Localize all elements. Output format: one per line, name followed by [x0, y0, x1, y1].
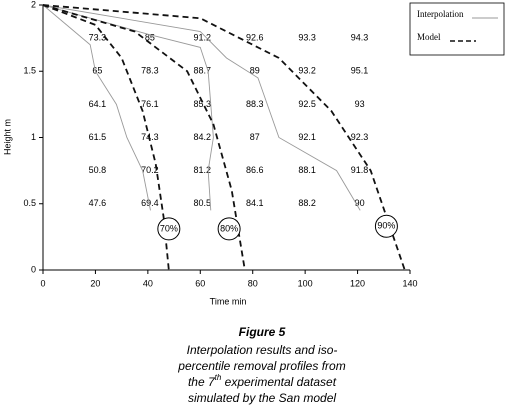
- data-label: 88.7: [194, 66, 212, 76]
- x-tick-label: 80: [248, 278, 258, 288]
- series-line: [42, 4, 361, 211]
- legend-box: [409, 2, 505, 56]
- x-tick-label: 100: [298, 278, 313, 288]
- data-label: 86.6: [246, 165, 264, 175]
- series-line: [42, 4, 170, 271]
- annotation-circle: [374, 214, 398, 238]
- y-tick-label: 1.5: [23, 66, 36, 76]
- x-tick-label: 0: [40, 278, 45, 288]
- data-label: 85.3: [194, 99, 212, 109]
- data-label: 84.2: [194, 132, 212, 142]
- data-label: 93: [355, 99, 365, 109]
- data-label: 73.3: [89, 33, 107, 43]
- caption-line: the 7th experimental dataset: [188, 373, 337, 389]
- annotation-circle: [157, 217, 181, 241]
- x-tick-label: 60: [195, 278, 205, 288]
- data-label: 64.1: [89, 99, 107, 109]
- data-label: 69.4: [141, 198, 159, 208]
- data-label: 70.2: [141, 165, 159, 175]
- y-axis-label: Height m: [2, 119, 12, 155]
- series-line: [42, 4, 151, 211]
- caption-line: simulated by the San model: [188, 391, 336, 405]
- data-label: 88.3: [246, 99, 264, 109]
- data-label: 88.2: [298, 198, 316, 208]
- x-axis-label: Time min: [210, 296, 247, 306]
- data-label: 61.5: [89, 132, 107, 142]
- data-label: 88.1: [298, 165, 316, 175]
- data-label: 90: [355, 198, 365, 208]
- y-tick-label: 1: [31, 132, 36, 142]
- data-label: 80.5: [194, 198, 212, 208]
- data-label: 50.8: [89, 165, 107, 175]
- data-label: 94.3: [351, 33, 369, 43]
- data-label: 81.2: [194, 165, 212, 175]
- caption-superscript: th: [215, 373, 222, 382]
- data-label: 87: [250, 132, 260, 142]
- data-label: 85: [145, 33, 155, 43]
- legend-label: Model: [417, 32, 441, 42]
- data-label: 91.2: [194, 33, 212, 43]
- data-label: 93.2: [298, 66, 316, 76]
- series-line: [42, 4, 214, 211]
- data-label: 92.5: [298, 99, 316, 109]
- caption-line: percentile removal profiles from: [177, 359, 345, 373]
- caption-title: Figure 5: [239, 325, 286, 339]
- legend-label: Interpolation: [417, 9, 464, 19]
- data-label: 92.1: [298, 132, 316, 142]
- data-label: 47.6: [89, 198, 107, 208]
- annotation-circle: [217, 217, 241, 241]
- data-label: 91.8: [351, 165, 369, 175]
- x-tick-label: 120: [350, 278, 365, 288]
- x-tick-label: 20: [90, 278, 100, 288]
- data-label: 84.1: [246, 198, 264, 208]
- y-tick-label: 0: [31, 264, 36, 274]
- series-line: [42, 4, 246, 271]
- data-label: 65: [92, 66, 102, 76]
- caption-part: experimental dataset: [221, 375, 336, 389]
- data-label: 95.1: [351, 66, 369, 76]
- data-label: 89: [250, 66, 260, 76]
- series-line: [42, 4, 406, 271]
- data-label: 78.3: [141, 66, 159, 76]
- x-tick-label: 140: [402, 278, 417, 288]
- caption-part: the 7: [188, 375, 216, 389]
- data-label: 93.3: [298, 33, 316, 43]
- annotation: 70%: [160, 223, 178, 233]
- annotation: 90%: [377, 221, 395, 231]
- y-tick-label: 0.5: [23, 198, 36, 208]
- y-tick-label: 2: [31, 0, 36, 9]
- x-tick-label: 40: [143, 278, 153, 288]
- caption-line: Interpolation results and iso-: [187, 343, 338, 357]
- data-label: 92.3: [351, 132, 369, 142]
- data-label: 76.1: [141, 99, 159, 109]
- data-label: 92.6: [246, 33, 264, 43]
- annotation: 80%: [220, 223, 238, 233]
